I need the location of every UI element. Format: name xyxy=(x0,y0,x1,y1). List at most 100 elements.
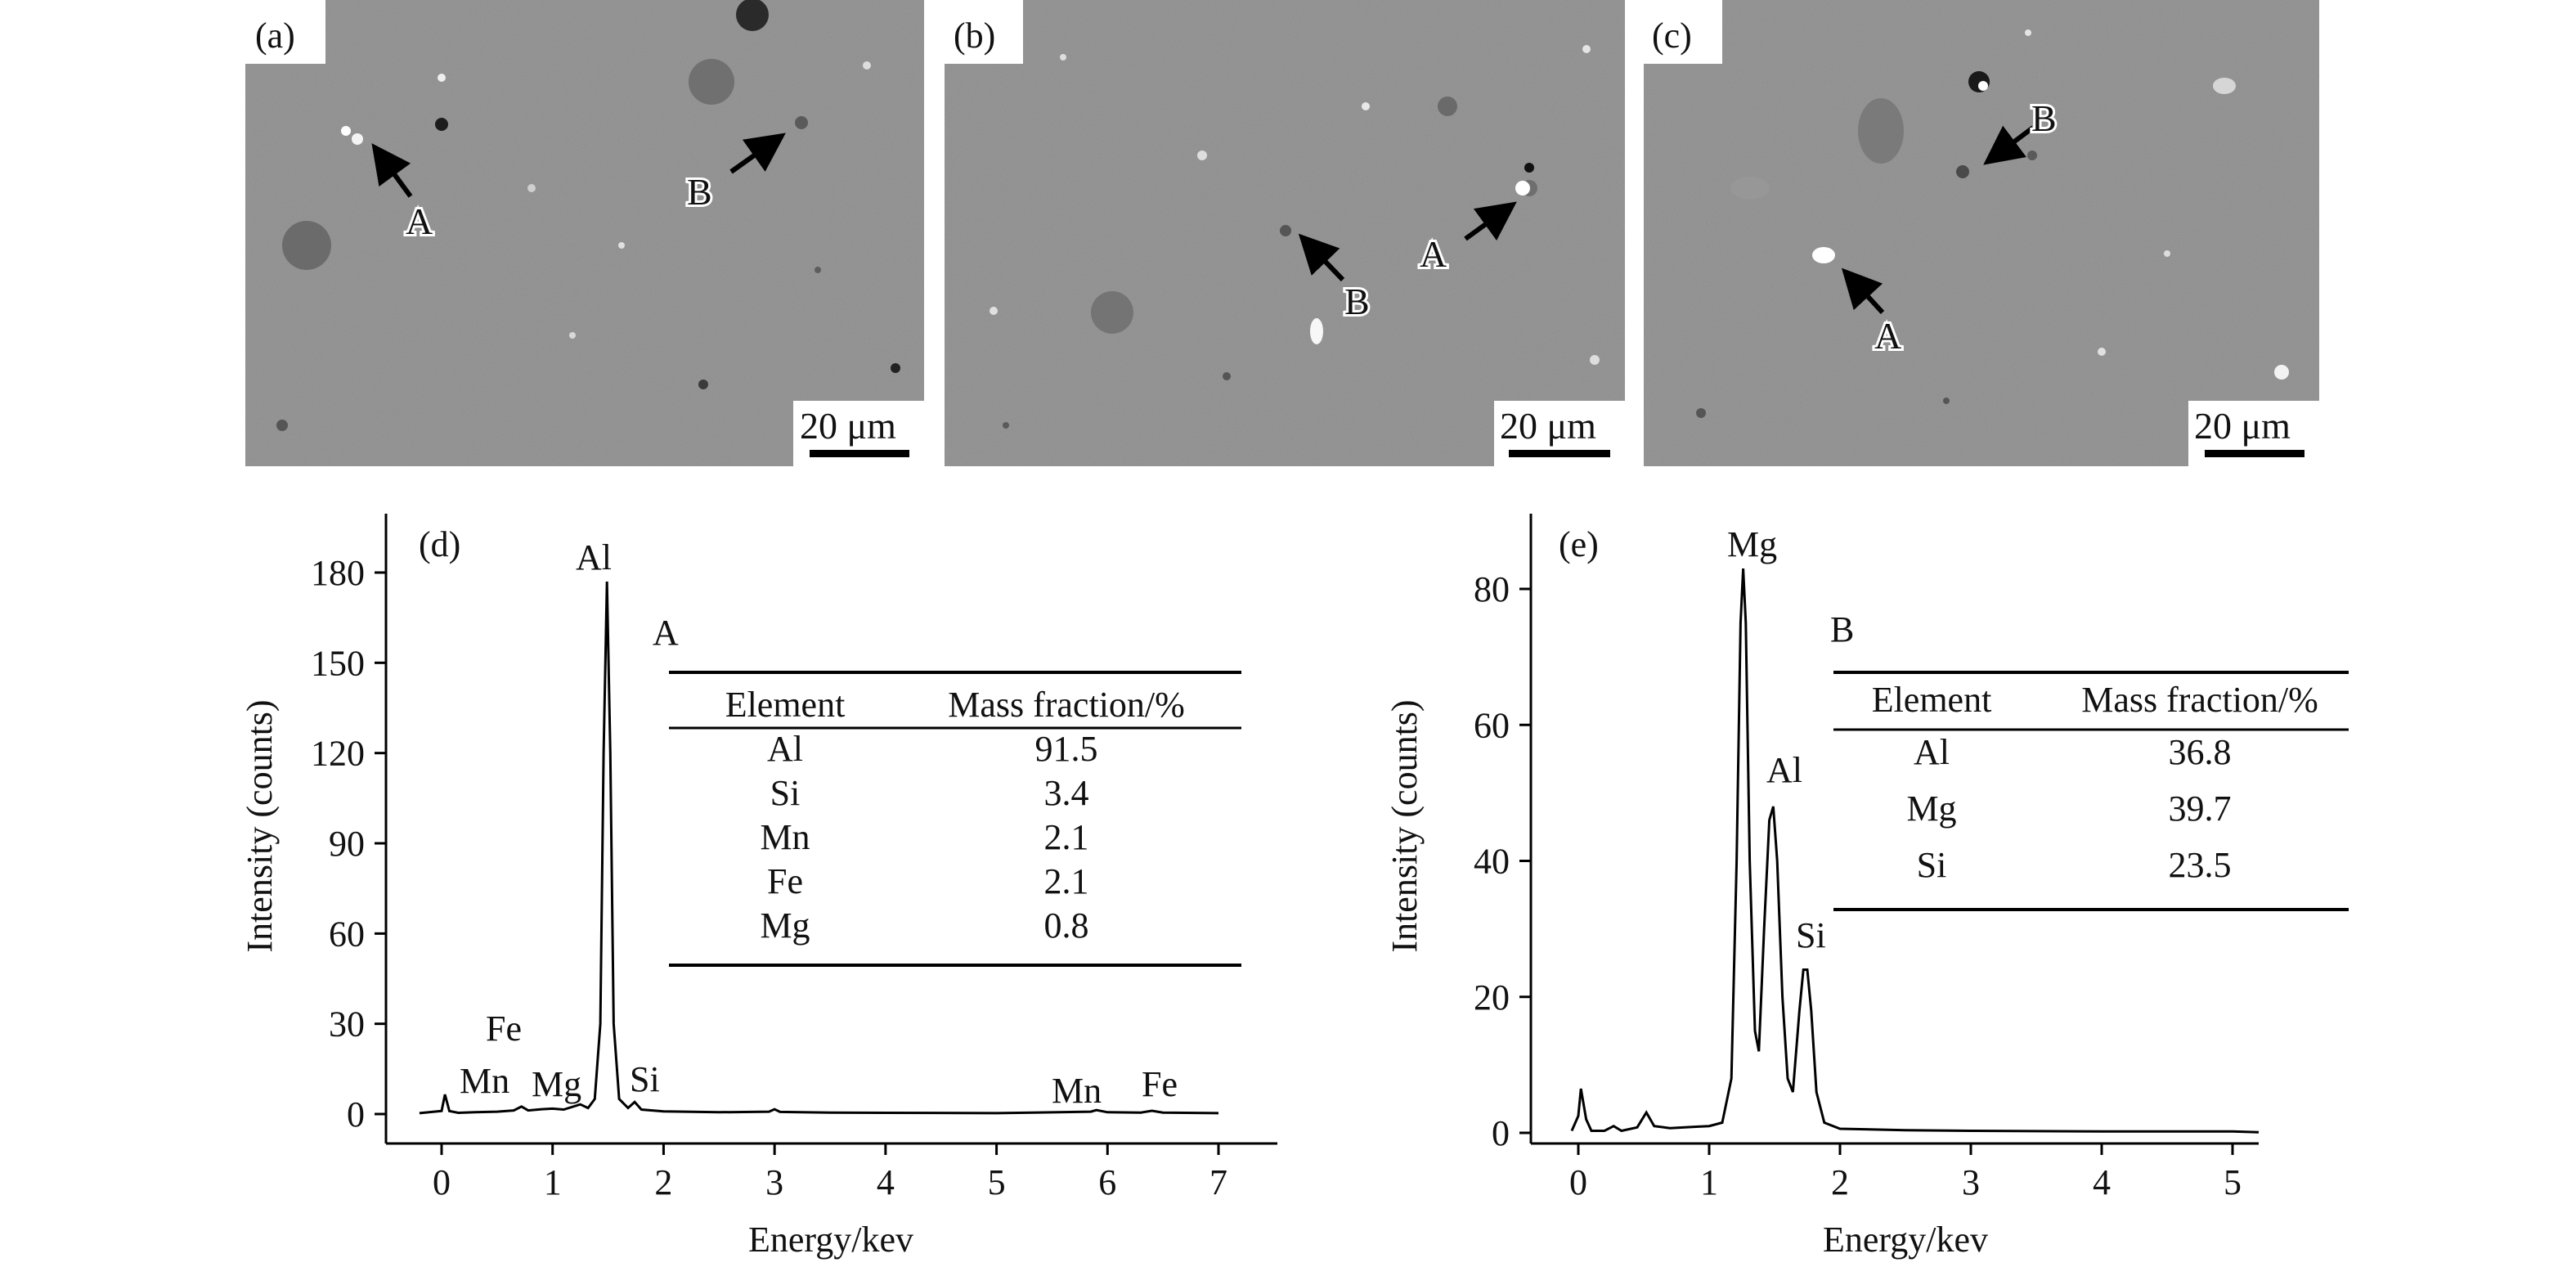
chart-d-inset-title: A xyxy=(653,613,679,653)
chart-e-x-axis-title: Energy/kev xyxy=(1823,1220,1988,1260)
chart-e-x-tick-label: 1 xyxy=(1700,1162,1718,1202)
micrograph-b-marker-a: A xyxy=(1420,233,1447,275)
chart-d-ticks: 0 1 2 3 4 5 6 7 0 30 60 90 120 150 180 xyxy=(311,553,1227,1202)
chart-d-table-element-cell: Al xyxy=(767,729,803,769)
chart-e-inset-table: B Element Mass fraction/% Al 36.8 Mg 39.7 Si… xyxy=(1830,609,2349,911)
chart-e-peak-labels: Mg Al Si xyxy=(1727,524,1826,955)
chart-d-x-tick-label: 7 xyxy=(1209,1162,1227,1202)
chart-d-peak-label-mn-low: Mn xyxy=(460,1061,509,1101)
chart-d-y-tick-label: 0 xyxy=(347,1094,365,1134)
chart-d-x-tick-label: 4 xyxy=(877,1162,895,1202)
chart-d-y-tick-label: 30 xyxy=(329,1004,365,1045)
micrograph-b-marker-b: B xyxy=(1344,281,1370,322)
chart-e-table-value-cell: 23.5 xyxy=(2169,845,2232,885)
chart-e-ticks: 0 1 2 3 4 5 0 20 40 60 80 xyxy=(1474,569,2242,1202)
chart-d-x-tick-label: 1 xyxy=(544,1162,562,1202)
micrograph-c-particles xyxy=(1696,29,2289,418)
chart-d-table-header-element: Element xyxy=(725,685,846,725)
chart-d-x-axis-title: Energy/kev xyxy=(748,1220,913,1260)
micrograph-b-particles xyxy=(990,45,1600,429)
chart-e-table-rows: Al 36.8 Mg 39.7 Si 23.5 xyxy=(1906,732,2231,885)
chart-e-peak-label-mg: Mg xyxy=(1727,524,1777,564)
chart-e-peak-label-al: Al xyxy=(1766,750,1802,790)
chart-d-y-tick-label: 90 xyxy=(329,824,365,864)
chart-d-x-tick-label: 3 xyxy=(765,1162,783,1202)
chart-d-peak-labels: Al Fe Mn Mg Si Mn Fe xyxy=(460,537,1178,1111)
chart-e-table-header-mass: Mass fraction/% xyxy=(2081,680,2318,720)
chart-d-table-value-cell: 3.4 xyxy=(1044,773,1089,813)
chart-d-inset-table: A Element Mass fraction/% Al 91.5 Si 3.4 Mn 2… xyxy=(653,613,1241,967)
chart-e-table-element-cell: Si xyxy=(1917,845,1947,885)
chart-d-x-tick-label: 6 xyxy=(1098,1162,1116,1202)
chart-d-peak-label-mg: Mg xyxy=(532,1064,581,1104)
micrograph-c-marker-a: A xyxy=(1874,315,1901,357)
chart-d-table-header-mass: Mass fraction/% xyxy=(948,685,1185,725)
micrograph-a-marker-b: B xyxy=(687,171,712,213)
chart-d-y-tick-label: 180 xyxy=(311,553,365,593)
micrograph-a-arrow-b xyxy=(729,133,786,174)
chart-e-y-tick-label: 0 xyxy=(1492,1113,1510,1153)
chart-d-y-tick-label: 60 xyxy=(329,914,365,954)
chart-e-x-tick-label: 3 xyxy=(1962,1162,1980,1202)
chart-d-table-element-cell: Si xyxy=(770,773,801,813)
micrograph-a-label: (a) xyxy=(255,16,295,56)
chart-e-table-value-cell: 36.8 xyxy=(2169,732,2232,772)
chart-e-y-tick-label: 60 xyxy=(1474,705,1510,745)
chart-e-x-tick-label: 4 xyxy=(2093,1162,2111,1202)
chart-d-x-tick-label: 5 xyxy=(988,1162,1006,1202)
chart-e-peak-label-si: Si xyxy=(1796,915,1826,955)
micrograph-a: (a) 20 μm A B xyxy=(245,0,924,466)
chart-d-table-element-cell: Mg xyxy=(760,905,810,946)
chart-e-y-tick-label: 20 xyxy=(1474,977,1510,1018)
chart-d-x-tick-label: 0 xyxy=(433,1162,451,1202)
micrograph-a-particles xyxy=(276,0,900,431)
chart-d-peak-label-al: Al xyxy=(576,537,612,577)
chart-d-peak-label-mn-high: Mn xyxy=(1052,1071,1102,1111)
chart-d-y-axis-title: Intensity (counts) xyxy=(240,699,280,952)
micrograph-c-marker-b: B xyxy=(2031,97,2057,139)
chart-e-x-tick-label: 0 xyxy=(1569,1162,1587,1202)
micrograph-a-scale-bar xyxy=(810,450,909,457)
chart-d-panel-label: (d) xyxy=(419,524,460,564)
micrograph-b-scale-bar xyxy=(1509,450,1610,457)
chart-d-peak-label-si: Si xyxy=(630,1059,660,1099)
micrograph-b-arrow-b xyxy=(1298,233,1345,282)
chart-e-axes xyxy=(1529,514,2259,1145)
chart-d-table-value-cell: 0.8 xyxy=(1044,905,1089,946)
micrograph-b-scale-text: 20 μm xyxy=(1500,405,1596,447)
micrograph-a-marker-a: A xyxy=(406,200,433,242)
micrograph-c-arrow-a xyxy=(1841,267,1885,315)
micrograph-b-label: (b) xyxy=(954,16,995,56)
micrograph-c-arrow-b xyxy=(1983,125,2035,165)
chart-e-table-element-cell: Al xyxy=(1914,732,1950,772)
chart-d-peak-label-fe-high: Fe xyxy=(1142,1064,1178,1104)
micrograph-b-arrow-a xyxy=(1464,201,1517,241)
chart-e-x-tick-label: 2 xyxy=(1831,1162,1849,1202)
chart-e-spectrum-line xyxy=(1570,568,2260,1134)
chart-d-table-element-cell: Fe xyxy=(767,861,803,901)
micrograph-a-arrow-a xyxy=(371,143,413,198)
micrograph-c: (c) 20 μm A B xyxy=(1644,0,2319,466)
chart-e-x-tick-label: 5 xyxy=(2224,1162,2242,1202)
chart-d-table-element-cell: Mn xyxy=(760,817,810,857)
chart-d-x-tick-label: 2 xyxy=(654,1162,672,1202)
chart-d-spectrum-line xyxy=(419,581,1219,1115)
chart-e-table-value-cell: 39.7 xyxy=(2169,789,2232,829)
micrograph-b: (b) 20 μm A B xyxy=(945,0,1625,466)
micrograph-a-scale-text: 20 μm xyxy=(800,405,896,447)
eds-chart-e: 0 1 2 3 4 5 0 20 40 60 80 Energy/kev Intensity (co… xyxy=(1384,514,2349,1260)
chart-e-y-tick-label: 40 xyxy=(1474,842,1510,882)
chart-d-y-tick-label: 150 xyxy=(311,643,365,683)
chart-e-y-tick-label: 80 xyxy=(1474,569,1510,609)
chart-d-peak-label-fe-low: Fe xyxy=(486,1009,522,1049)
chart-e-table-header-element: Element xyxy=(1872,680,1992,720)
micrograph-c-scale-text: 20 μm xyxy=(2194,405,2291,447)
eds-chart-d: 0 1 2 3 4 5 6 7 0 30 60 90 120 150 180 Energy/kev Inte… xyxy=(240,514,1277,1260)
chart-d-table-rows: Al 91.5 Si 3.4 Mn 2.1 Fe 2.1 Mg 0.8 xyxy=(760,729,1097,946)
micrograph-c-label: (c) xyxy=(1652,16,1692,56)
chart-e-inset-title: B xyxy=(1830,609,1854,649)
chart-e-table-element-cell: Mg xyxy=(1906,789,1956,829)
chart-e-panel-label: (e) xyxy=(1559,524,1599,564)
micrograph-c-scale-bar xyxy=(2205,450,2304,457)
